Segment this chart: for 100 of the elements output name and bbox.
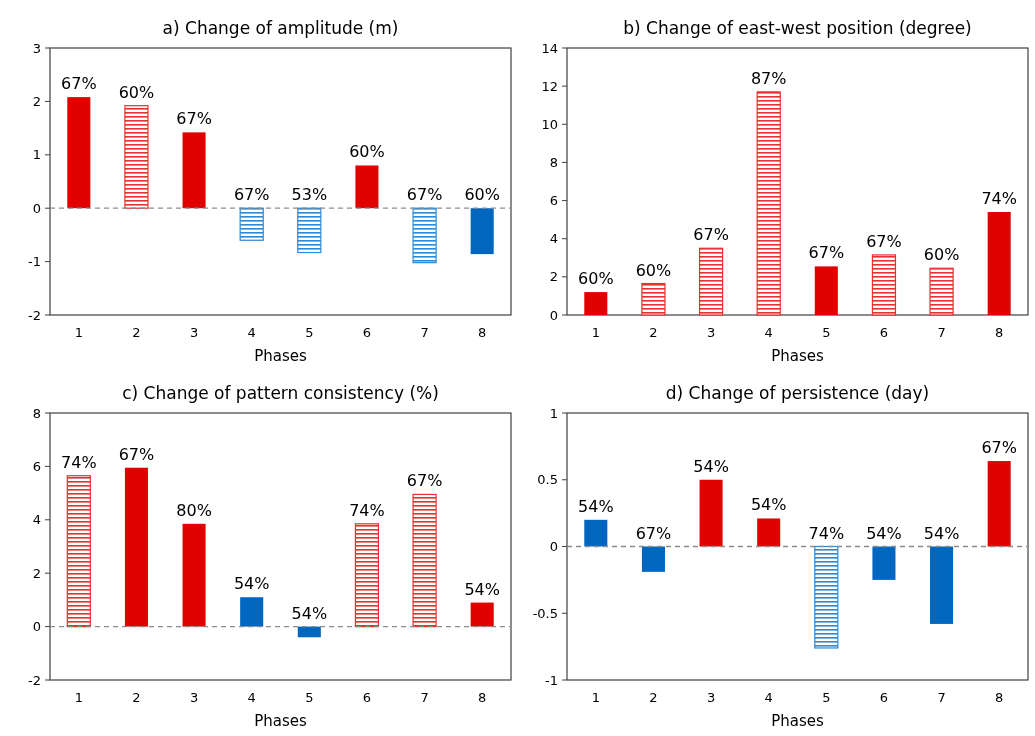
bar <box>182 523 206 627</box>
x-tick-label: 5 <box>822 690 831 705</box>
x-tick-label: 7 <box>420 325 429 340</box>
y-tick-label: 6 <box>32 458 41 474</box>
x-axis-title: Phases <box>771 712 824 730</box>
y-tick-label: 8 <box>32 405 41 421</box>
x-tick-label: 5 <box>822 325 831 340</box>
text: 67% <box>233 185 270 205</box>
x-tick-label: 6 <box>362 690 372 705</box>
x-tick-label: 7 <box>937 690 946 705</box>
text: 60% <box>349 142 385 162</box>
y-tick-label: 1 <box>32 147 41 163</box>
x-axis-title: Phases <box>254 347 307 365</box>
y-tick-label: 0.5 <box>537 472 558 488</box>
text: 60% <box>635 260 672 280</box>
bar <box>240 597 264 627</box>
bar <box>584 519 608 547</box>
x-tick-label: 8 <box>995 690 1004 705</box>
x-tick-label: 4 <box>764 690 773 705</box>
x-tick-label: 8 <box>478 690 487 705</box>
x-tick-label: 7 <box>937 325 946 340</box>
text: 67% <box>118 444 155 464</box>
text: 54% <box>233 574 270 594</box>
y-tick-label: 4 <box>549 231 558 247</box>
bar <box>470 208 494 255</box>
x-tick-label: 8 <box>995 325 1004 340</box>
x-tick-label: 3 <box>189 325 199 340</box>
text: 87% <box>750 68 787 88</box>
y-tick-label: 2 <box>32 93 41 109</box>
x-tick-label: 5 <box>305 325 314 340</box>
text: 80% <box>176 500 212 520</box>
text: 54% <box>578 496 614 516</box>
bar <box>641 546 665 572</box>
bar <box>584 292 608 315</box>
bar <box>354 523 380 628</box>
x-tick-label: 1 <box>591 690 600 705</box>
text: 60% <box>578 269 614 289</box>
text: 74% <box>808 523 845 543</box>
bar <box>814 545 839 649</box>
bar <box>182 132 206 209</box>
y-tick-label: -1 <box>545 672 558 688</box>
x-tick-label: 2 <box>132 325 141 340</box>
bar <box>698 247 724 316</box>
bar <box>412 493 437 628</box>
chart-title: b) Change of east-west position (degree) <box>623 18 972 38</box>
chart-title: a) Change of amplitude (m) <box>162 18 399 38</box>
bar <box>67 97 91 209</box>
text: 67% <box>406 471 443 491</box>
text: 67% <box>61 74 97 94</box>
bar <box>814 266 838 315</box>
x-tick-label: 8 <box>478 325 487 340</box>
text: 67% <box>635 523 672 543</box>
bar <box>872 546 896 580</box>
y-tick-label: 0 <box>32 200 41 216</box>
x-tick-label: 2 <box>649 690 658 705</box>
text: 67% <box>866 231 902 251</box>
y-tick-label: -0.5 <box>532 605 558 621</box>
y-tick-label: 12 <box>541 78 558 94</box>
bar <box>699 479 723 547</box>
text: 54% <box>693 456 729 476</box>
text: 54% <box>291 603 328 623</box>
text: 67% <box>176 109 212 129</box>
x-tick-label: 7 <box>420 690 429 705</box>
y-tick-label: -2 <box>28 307 41 323</box>
x-tick-label: 6 <box>879 690 889 705</box>
text: 67% <box>981 438 1017 458</box>
bar <box>871 254 897 316</box>
y-tick-label: 1 <box>549 405 558 421</box>
bar <box>355 165 379 209</box>
text: 67% <box>406 185 443 205</box>
x-tick-label: 6 <box>362 325 372 340</box>
bar <box>930 546 954 624</box>
bar <box>929 267 954 316</box>
y-tick-label: 4 <box>32 512 41 528</box>
bar <box>66 475 91 628</box>
text: 74% <box>61 452 97 472</box>
y-tick-label: 14 <box>541 40 558 56</box>
x-tick-label: 4 <box>247 325 256 340</box>
text: 54% <box>923 523 960 543</box>
y-tick-label: 0 <box>549 307 558 323</box>
x-tick-label: 1 <box>591 325 600 340</box>
y-tick-label: 8 <box>549 154 558 170</box>
x-tick-label: 3 <box>706 690 716 705</box>
text: 60% <box>464 185 500 205</box>
bar <box>239 207 264 241</box>
x-tick-label: 3 <box>706 325 716 340</box>
x-tick-label: 6 <box>879 325 889 340</box>
y-tick-label: -2 <box>28 672 41 688</box>
y-tick-label: 3 <box>32 40 41 56</box>
x-tick-label: 5 <box>305 690 314 705</box>
x-axis-title: Phases <box>254 712 307 730</box>
y-tick-label: 0 <box>32 619 41 635</box>
text: 54% <box>866 523 902 543</box>
bar <box>756 91 781 316</box>
text: 54% <box>750 495 787 515</box>
bar <box>124 105 149 209</box>
text: 74% <box>349 500 385 520</box>
x-tick-label: 4 <box>247 690 256 705</box>
y-tick-label: -1 <box>28 254 41 270</box>
y-tick-label: 10 <box>541 116 558 132</box>
